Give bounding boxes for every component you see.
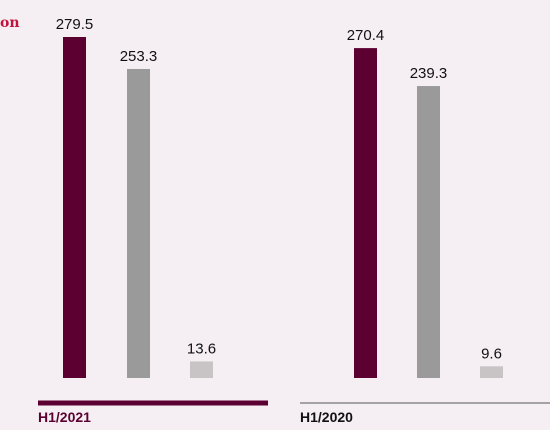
unit-label-fragment: on xyxy=(0,15,20,31)
bar-h1-2021-series-1 xyxy=(63,37,86,378)
bar-h1-2020-series-3 xyxy=(480,366,503,378)
period-labels-group: H1/2021 H1/2020 xyxy=(38,409,353,425)
data-label-h1-2020-series-1: 270.4 xyxy=(347,27,385,44)
bar-h1-2021-series-3 xyxy=(190,361,213,378)
bars-group xyxy=(63,37,503,378)
bar-h1-2020-series-1 xyxy=(354,48,377,378)
value-labels-group: 279.5 253.3 13.6 270.4 239.3 9.6 xyxy=(56,16,502,362)
category-label-h1-2020: H1/2020 xyxy=(300,409,353,425)
bar-h1-2020-series-2 xyxy=(417,86,440,378)
category-label-h1-2021: H1/2021 xyxy=(38,409,91,425)
data-label-h1-2021-series-1: 279.5 xyxy=(56,16,94,33)
data-label-h1-2021-series-3: 13.6 xyxy=(187,340,216,357)
data-label-h1-2020-series-3: 9.6 xyxy=(481,345,502,362)
data-label-h1-2021-series-2: 253.3 xyxy=(120,48,158,65)
bar-h1-2021-series-2 xyxy=(127,68,150,378)
data-label-h1-2020-series-2: 239.3 xyxy=(410,65,448,82)
